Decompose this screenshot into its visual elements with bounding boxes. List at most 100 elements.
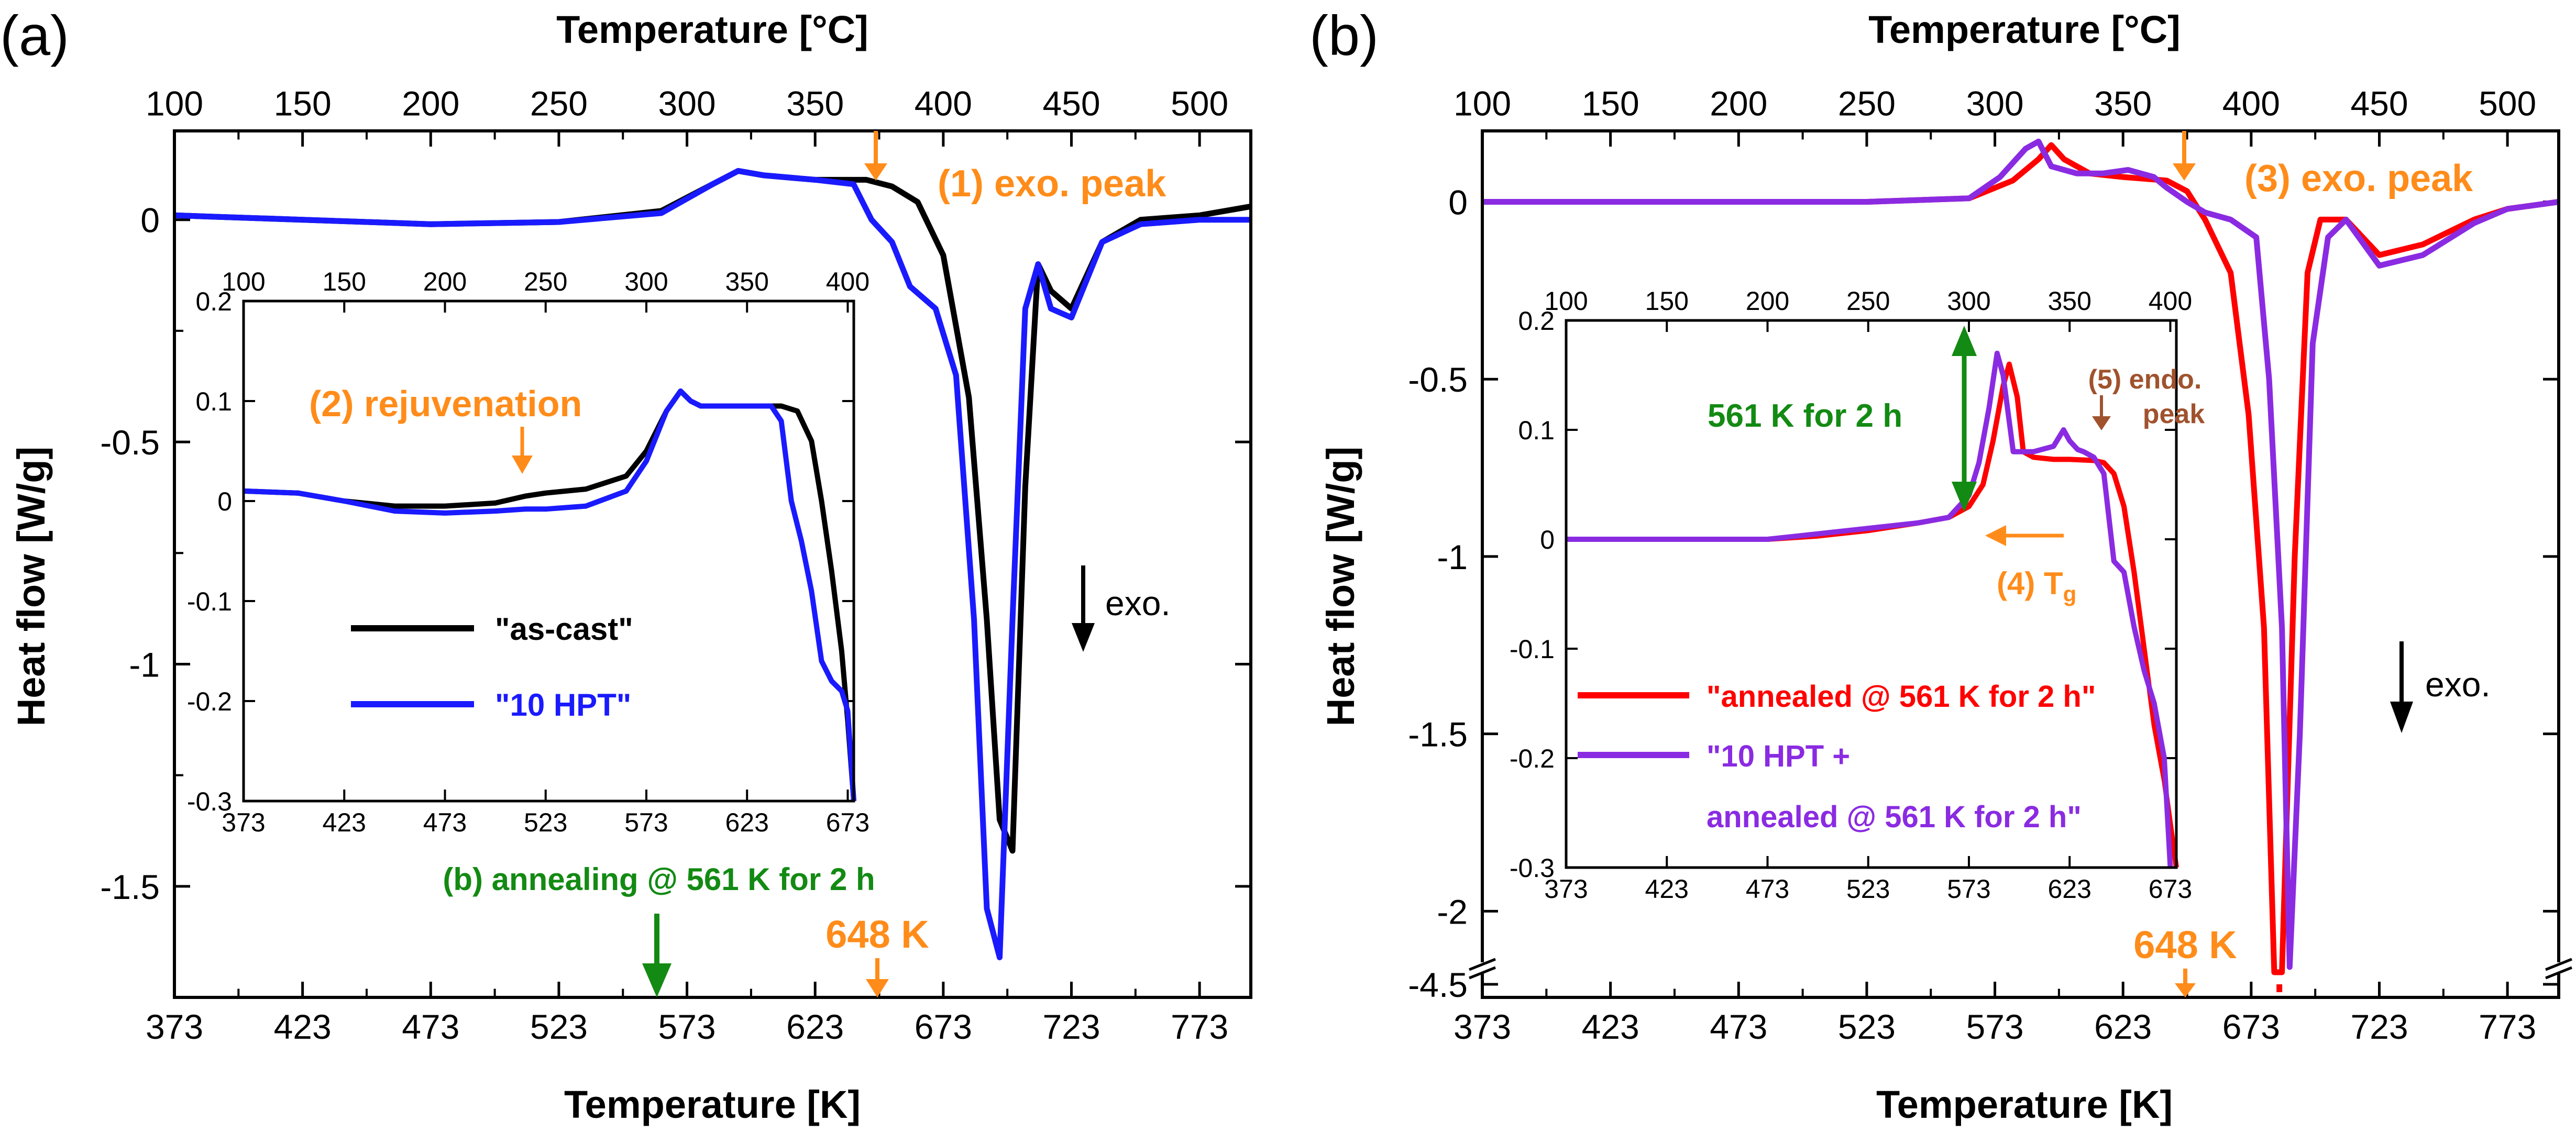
panel-a-648k-label: 648 K	[825, 913, 929, 956]
panel-a-inset-frame	[242, 299, 855, 803]
panel-b-x-tick-label: 573	[1966, 1007, 2024, 1046]
panel-a-x2-tick-label: 200	[402, 84, 459, 123]
panel-b-x2-tick-label: 500	[2479, 84, 2536, 123]
panel-a-inset: 373 423 473 523 573 623 673 100 150 200 250 300 350 4…	[187, 267, 869, 837]
panel-a-label: (a)	[0, 4, 69, 67]
panel-a-x-tick-label: 773	[1171, 1007, 1228, 1046]
panel-a-exo-peak-arrowhead	[864, 163, 887, 181]
panel-b-exo-peak-label: (3) exo. peak	[2244, 158, 2473, 199]
panel-b-x2-tick-label: 400	[2222, 84, 2280, 123]
panel-a-inset-y-tick-label: -0.3	[187, 787, 232, 816]
panel-b-inset-x-tick-label: 523	[1846, 874, 1890, 904]
panel-b-tg-label-main: (4) T	[1997, 566, 2063, 601]
panel-a-inset-y-tick-label: 0.2	[195, 287, 232, 316]
panel-b-x-tick-label: 473	[1710, 1007, 1767, 1046]
panel-a-inset-x-tick-label: 523	[524, 808, 567, 837]
panel-a-y-tick-label: -1	[129, 645, 160, 684]
panel-b-tg-arrowhead	[1985, 525, 2006, 546]
panel-b-tg-label-sub: g	[2063, 582, 2077, 606]
legend-label-10-hpt-annealed-line2: annealed @ 561 K for 2 h"	[1707, 800, 2082, 834]
panel-a-exo-direction-label: exo.	[1105, 584, 1171, 623]
panel-b-x2-tick-label: 250	[1838, 84, 1896, 123]
panel-a-inset-x2-tick-label: 150	[323, 267, 366, 296]
panel-a-x2-tick-label: 400	[915, 84, 972, 123]
panel-b-inset-y-tick-label: 0.2	[1518, 306, 1555, 336]
panel-b-legend: "annealed @ 561 K for 2 h" "10 HPT + ann…	[1578, 680, 2096, 834]
panel-b-inset-x2-tick-label: 400	[2149, 286, 2192, 316]
panel-a-main-series	[174, 168, 1251, 961]
panel-b-inset-y-tick-label: 0.1	[1518, 416, 1555, 445]
panel-b-y-tick-label: 0	[1448, 183, 1468, 221]
panel-a-x2-tick-label: 100	[146, 84, 203, 123]
panel-a-y-axis-title: Heat flow [W/g]	[9, 447, 53, 726]
panel-a-x-tick-label: 523	[530, 1007, 588, 1046]
panel-b-x2-tick-label: 150	[1582, 84, 1639, 123]
panel-a-inset-y-tick-label: 0.1	[195, 387, 232, 416]
panel-a-x-tick-label: 473	[402, 1007, 459, 1046]
panel-b-top-axis-title: Temperature [°C]	[1868, 8, 2181, 51]
panel-a-y-tick-label: 0	[140, 201, 160, 240]
panel-a-x-tick-label: 373	[146, 1007, 203, 1046]
panel-b-series-line-annealed	[1482, 142, 2559, 975]
panel-a-648k-arrowhead	[866, 979, 889, 997]
panel-a-annealing-label: (b) annealing @ 561 K for 2 h	[443, 862, 875, 897]
axis-break-mark-left	[1469, 958, 1496, 980]
panel-b-inset-x2-tick-label: 100	[1544, 286, 1588, 316]
panel-a-inset-x-tick-label: 473	[423, 808, 467, 837]
panel-a-inset-x-tick-label: 573	[624, 808, 668, 837]
panel-a-inset-x-tick-label: 623	[725, 808, 769, 837]
panel-b-x-tick-label: 673	[2222, 1007, 2280, 1046]
panel-a-inset-x2-tick-label: 300	[624, 267, 668, 296]
panel-a-inset-background	[244, 301, 854, 801]
panel-a-series-line-10-hpt	[174, 168, 1251, 961]
panel-b-inset: 373 423 473 523 573 623 673 100 150 200 250 300 350 4…	[1510, 286, 2205, 904]
panel-b-inset-y-tick-label: -0.1	[1510, 635, 1555, 664]
panel-b-series-line-10-hpt-annealed	[1482, 138, 2559, 970]
panel-b-inset-x2-tick-label: 250	[1846, 286, 1890, 316]
panel-b-inset-y-tick-label: -0.2	[1510, 744, 1555, 773]
panel-b-inset-x-tick-label: 573	[1947, 874, 1990, 904]
panel-b-inset-frame	[1565, 319, 2178, 869]
panel-b-y-tick-label: -1	[1437, 538, 1468, 576]
panel-a-exo-direction-arrowhead	[1072, 623, 1095, 652]
panel-b-x2-tick-label: 350	[2094, 84, 2152, 123]
panel-b-inset-x-tick-label: 423	[1645, 874, 1689, 904]
legend-label-annealed: "annealed @ 561 K for 2 h"	[1707, 680, 2096, 714]
panel-b-y-tick-label: -4.5	[1408, 965, 1468, 1004]
panel-a-x2-tick-label: 150	[274, 84, 332, 123]
panel-a-plot-frame	[173, 129, 1252, 999]
panel-b-inset-x-tick-label: 623	[2048, 874, 2091, 904]
panel-a-x-tick-label: 423	[274, 1007, 332, 1046]
panel-b-648k-label: 648 K	[2133, 923, 2237, 967]
panel-b-y-tick-label: -2	[1437, 892, 1468, 931]
panel-a-x-tick-label: 673	[915, 1007, 972, 1046]
panel-b-x2-tick-label: 200	[1710, 84, 1767, 123]
panel-b-x2-tick-label: 100	[1454, 84, 1511, 123]
axis-break-mark-right	[2545, 958, 2572, 980]
panel-b-inset-series	[1566, 350, 2179, 868]
panel-b-annealing-label: 561 K for 2 h	[1708, 398, 1902, 434]
panel-b: (b) Temperature [°C] Temperature [K] Hea…	[1309, 4, 2572, 1126]
panel-b-x-tick-label: 523	[1838, 1007, 1896, 1046]
panel-a-x2-tick-label: 350	[786, 84, 844, 123]
panel-b-exo-direction-label: exo.	[2425, 665, 2491, 704]
panel-b-x-tick-label: 423	[1582, 1007, 1639, 1046]
panel-a-y-tick-label: -1.5	[100, 868, 160, 906]
panel-a-annealing-arrowhead	[642, 963, 671, 997]
panel-a-inset-x2-tick-label: 200	[423, 267, 467, 296]
panel-a-inset-y-tick-label: -0.1	[187, 587, 232, 616]
panel-a-x2-tick-label: 500	[1171, 84, 1228, 123]
panel-b-inset-x2-tick-label: 300	[1947, 286, 1990, 316]
panel-b-y-tick-label: -1.5	[1408, 715, 1468, 754]
panel-b-x-tick-label: 373	[1454, 1007, 1511, 1046]
panel-b-x2-tick-label: 300	[1966, 84, 2024, 123]
panel-b-x-tick-label: 723	[2350, 1007, 2408, 1046]
panel-b-plot-frame	[1481, 129, 2560, 999]
panel-b-x2-tick-label: 450	[2350, 84, 2408, 123]
panel-a-bottom-axis-title: Temperature [K]	[564, 1083, 861, 1126]
panel-a-inset-x2-tick-label: 400	[826, 267, 869, 296]
panel-b-endo-peak-label: (5) endo.	[2088, 364, 2202, 395]
panel-b-y-axis-title: Heat flow [W/g]	[1319, 447, 1362, 726]
